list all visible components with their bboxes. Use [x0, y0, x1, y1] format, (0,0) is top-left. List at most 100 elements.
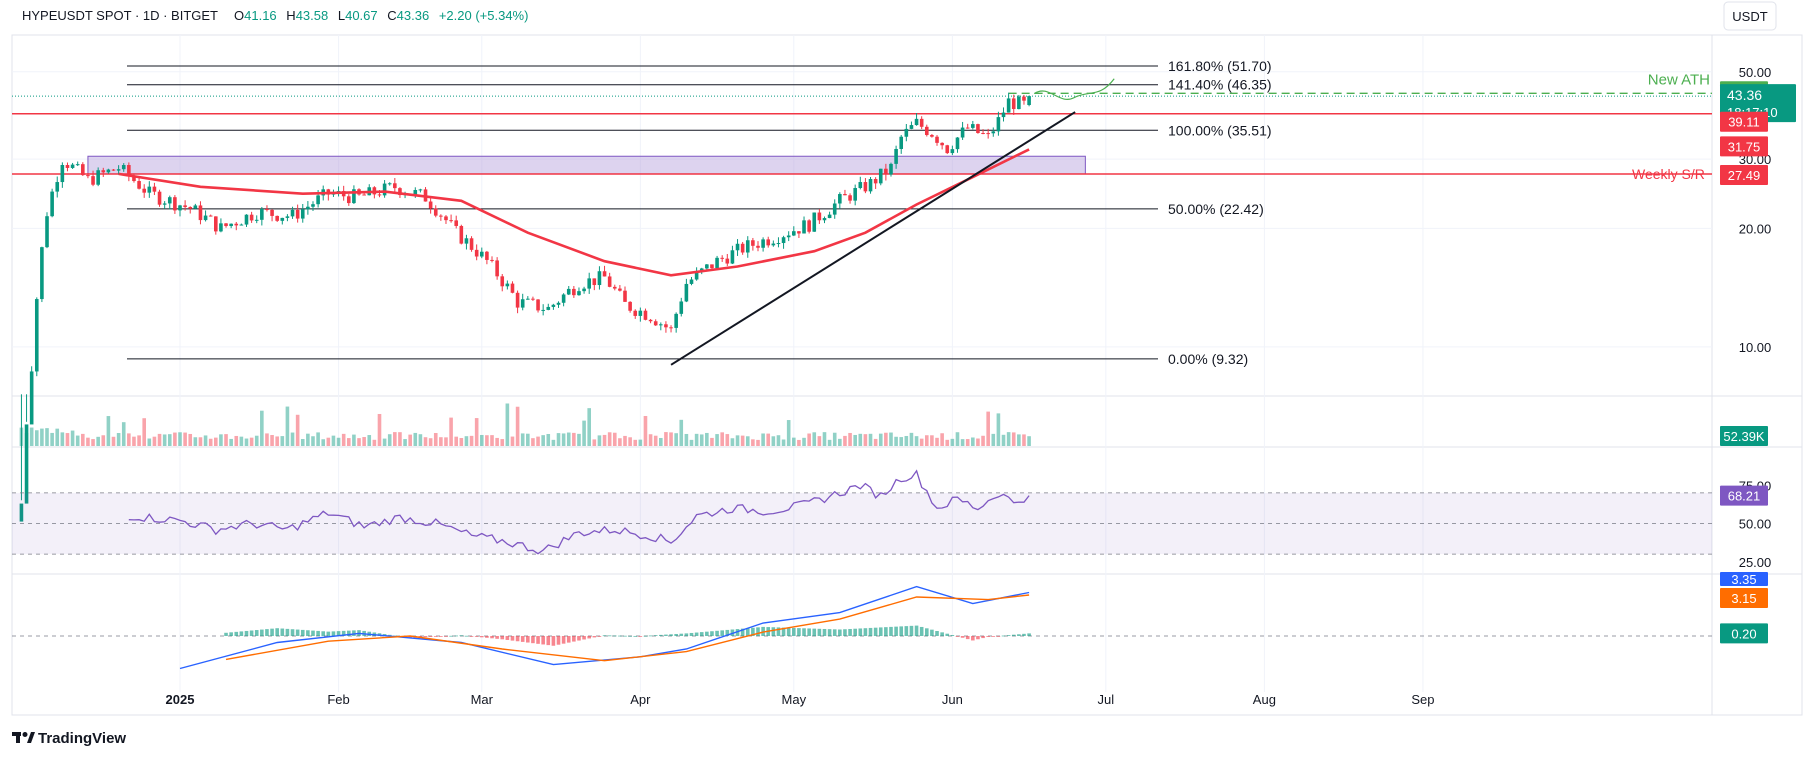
candle-body[interactable] [807, 220, 811, 232]
candle-body[interactable] [270, 209, 274, 216]
candle-body[interactable] [142, 188, 146, 193]
candle-body[interactable] [244, 214, 249, 225]
trendline[interactable] [670, 111, 1076, 366]
symbol-title[interactable]: HYPEUSDT SPOT · 1D · BITGET [22, 8, 218, 23]
candle-body[interactable] [556, 302, 561, 305]
candle-body[interactable] [914, 118, 919, 126]
candle-body[interactable] [899, 136, 904, 149]
candle-body[interactable] [60, 165, 65, 183]
candle-body[interactable] [919, 118, 924, 127]
candle-body[interactable] [873, 179, 878, 184]
candle-body[interactable] [34, 299, 39, 372]
candle-body[interactable] [1027, 96, 1031, 106]
candle-body[interactable] [1001, 112, 1006, 118]
candle-body[interactable] [991, 131, 996, 134]
candle-body[interactable] [469, 238, 474, 250]
candle-body[interactable] [884, 168, 888, 175]
candle-body[interactable] [490, 259, 494, 261]
candle-body[interactable] [50, 191, 54, 217]
candle-body[interactable] [546, 306, 551, 310]
candle-body[interactable] [694, 271, 699, 280]
candle-body[interactable] [894, 148, 898, 164]
candle-body[interactable] [121, 165, 126, 170]
candle-body[interactable] [853, 188, 857, 201]
candle-body[interactable] [183, 205, 187, 208]
candle-body[interactable] [393, 183, 397, 189]
candle-body[interactable] [582, 288, 586, 292]
candle-body[interactable] [751, 240, 755, 246]
candle-body[interactable] [19, 503, 24, 522]
candle-body[interactable] [561, 294, 566, 303]
candle-body[interactable] [971, 124, 975, 128]
candle-body[interactable] [219, 223, 223, 232]
candle-body[interactable] [633, 310, 638, 316]
candle-body[interactable] [965, 127, 970, 129]
candle-body[interactable] [909, 125, 914, 129]
candle-body[interactable] [265, 208, 269, 210]
candle-body[interactable] [577, 291, 581, 296]
candle-body[interactable] [715, 257, 719, 269]
candle-body[interactable] [643, 310, 648, 320]
candle-body[interactable] [648, 319, 653, 322]
candle-body[interactable] [710, 264, 714, 269]
candle-body[interactable] [485, 251, 489, 260]
candle-body[interactable] [638, 310, 643, 316]
candle-body[interactable] [382, 183, 387, 196]
candle-body[interactable] [587, 278, 591, 289]
candle-body[interactable] [628, 301, 632, 311]
candle-body[interactable] [505, 283, 510, 287]
candle-body[interactable] [65, 165, 70, 168]
candle-body[interactable] [444, 216, 448, 221]
candle-body[interactable] [669, 327, 673, 329]
candle-body[interactable] [981, 132, 985, 134]
candle-body[interactable] [311, 204, 315, 207]
candle-body[interactable] [132, 176, 136, 182]
candle-body[interactable] [86, 175, 90, 177]
candle-body[interactable] [40, 247, 44, 300]
candle-body[interactable] [70, 164, 75, 168]
candle-body[interactable] [260, 208, 264, 220]
candle-body[interactable] [940, 142, 944, 146]
candle-body[interactable] [316, 195, 320, 205]
candle-body[interactable] [771, 243, 776, 246]
candle-body[interactable] [387, 183, 392, 185]
candle-body[interactable] [827, 214, 832, 219]
candle-body[interactable] [198, 205, 203, 221]
candle-body[interactable] [776, 243, 781, 245]
candle-body[interactable] [674, 313, 678, 328]
candle-body[interactable] [950, 149, 955, 154]
candle-body[interactable] [572, 288, 576, 296]
candle-body[interactable] [515, 292, 520, 308]
candle-body[interactable] [224, 223, 228, 227]
candle-body[interactable] [756, 245, 760, 248]
candle-body[interactable] [730, 250, 735, 264]
candle-body[interactable] [398, 188, 402, 196]
candle-body[interactable] [797, 231, 801, 234]
candle-body[interactable] [239, 224, 244, 226]
candle-body[interactable] [91, 176, 95, 185]
candle-body[interactable] [24, 424, 29, 504]
candle-body[interactable] [924, 126, 929, 135]
candle-body[interactable] [45, 216, 49, 248]
candle-body[interactable] [684, 283, 689, 302]
candle-body[interactable] [566, 288, 571, 295]
candle-body[interactable] [705, 264, 709, 269]
candle-body[interactable] [664, 324, 668, 328]
candle-body[interactable] [162, 203, 167, 205]
candle-body[interactable] [127, 165, 131, 177]
candle-body[interactable] [955, 137, 960, 150]
candle-body[interactable] [193, 205, 198, 209]
candle-body[interactable] [863, 182, 868, 192]
candle-body[interactable] [111, 169, 116, 171]
candle-body[interactable] [377, 194, 382, 196]
candle-body[interactable] [592, 278, 597, 286]
candle-body[interactable] [275, 215, 279, 221]
candle-body[interactable] [623, 290, 627, 302]
candle-body[interactable] [822, 218, 827, 221]
candle-body[interactable] [249, 214, 254, 221]
currency-button[interactable]: USDT [1723, 1, 1777, 31]
candle-body[interactable] [285, 216, 290, 218]
candle-body[interactable] [295, 209, 300, 219]
candle-body[interactable] [996, 117, 1001, 132]
candle-body[interactable] [188, 207, 193, 209]
